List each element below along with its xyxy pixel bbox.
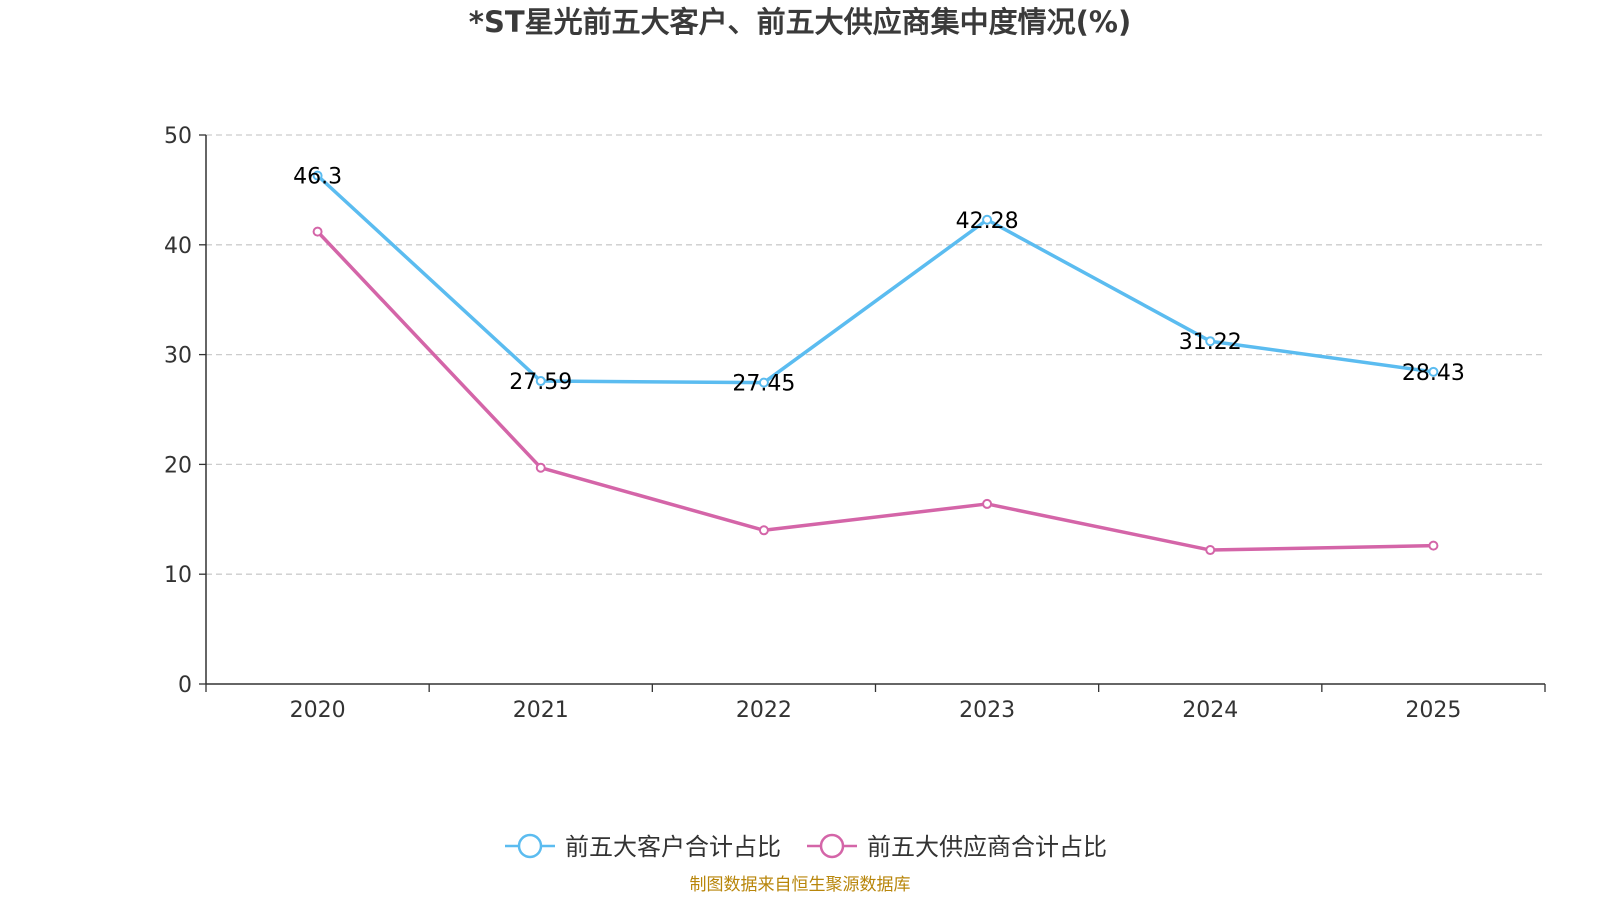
x-tick-label: 2024 [1182,698,1238,723]
x-tick-label: 2020 [290,698,346,723]
data-labels: 46.3 27.59 27.45 42.28 31.22 28.43 [293,165,1465,397]
legend-item[interactable]: 前五大客户合计占比 [505,833,781,861]
legend-label: 前五大客户合计占比 [565,833,781,861]
legend-marker-icon [819,833,845,859]
legend[interactable]: 前五大客户合计占比 前五大供应商合计占比 [505,833,1107,861]
data-label: 42.28 [956,209,1019,234]
y-tick-label: 40 [164,234,192,259]
data-point[interactable] [1205,336,1216,347]
x-tick-label: 2021 [513,698,569,723]
source-note: 制图数据来自恒生聚源数据库 [690,875,911,895]
series-line [316,230,1434,552]
data-point[interactable] [1428,366,1439,377]
data-point[interactable] [1428,540,1439,551]
data-point[interactable] [312,226,323,237]
data-point[interactable] [535,462,546,473]
data-label: 27.59 [509,370,572,395]
data-label: 46.3 [293,165,342,190]
axes: 0 10 20 30 40 50 2020 2021 2022 2023 2024 2025 [164,124,1546,723]
x-tick-label: 2025 [1405,698,1461,723]
data-label: 31.22 [1179,330,1242,355]
y-tick-label: 10 [164,563,192,588]
data-point[interactable] [982,498,993,509]
legend-label: 前五大供应商合计占比 [867,833,1107,861]
y-tick-label: 50 [164,124,192,149]
data-label: 27.45 [732,372,795,397]
data-point[interactable] [758,377,769,388]
x-tick-label: 2022 [736,698,792,723]
series-line [316,174,1434,385]
data-point[interactable] [1205,545,1216,556]
data-point[interactable] [982,214,993,225]
series-layer [312,170,1439,556]
legend-marker-icon [517,833,543,859]
data-label: 28.43 [1402,361,1465,386]
data-point[interactable] [758,525,769,536]
y-tick-label: 30 [164,344,192,369]
grid-lines [206,134,1545,575]
y-tick-label: 20 [164,453,192,478]
data-point[interactable] [312,170,323,181]
chart-title: *ST星光前五大客户、前五大供应商集中度情况(%) [469,5,1131,39]
y-tick-label: 0 [178,673,192,698]
legend-item[interactable]: 前五大供应商合计占比 [807,833,1107,861]
data-point[interactable] [535,376,546,387]
x-tick-label: 2023 [959,698,1015,723]
